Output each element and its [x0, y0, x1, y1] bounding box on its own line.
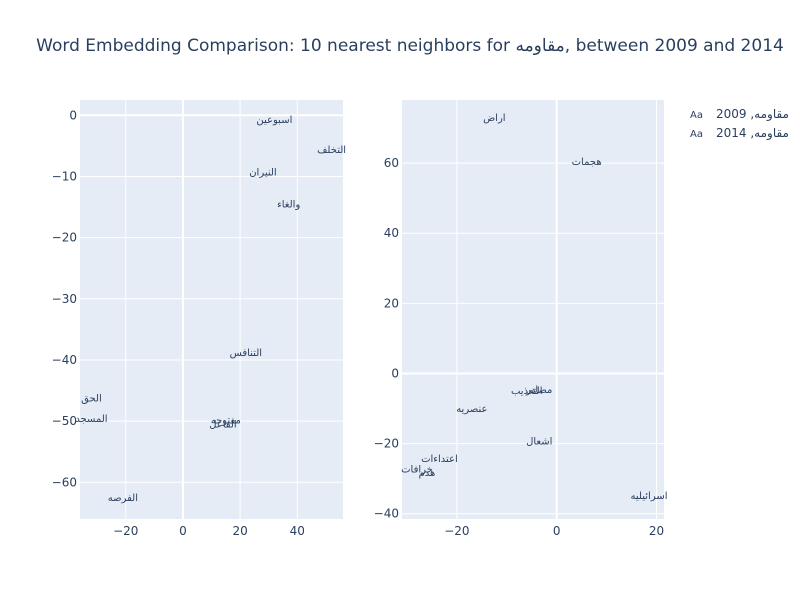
data-point-label: التخلف	[317, 145, 346, 156]
x-tick-label: 40	[290, 524, 305, 538]
data-point-label: مفتوحه	[211, 415, 241, 426]
x-tick-label: −20	[113, 524, 138, 538]
subplot-2014: −20 0 20 60 40 20 0 −20 −40 اراض هجمات مصادرالتعذي…	[374, 100, 668, 538]
x-tick-label: 0	[553, 524, 561, 538]
x-tick-label: 20	[649, 524, 664, 538]
legend-label-2014: مقاومه, 2014	[716, 126, 789, 141]
gridlines-2014	[402, 100, 664, 519]
data-point-label: والغاء	[277, 199, 300, 210]
y-tick-label: −10	[52, 169, 77, 183]
data-point-label: الحق	[81, 393, 102, 404]
x-tick-label: −20	[444, 524, 469, 538]
x-tick-label: 0	[179, 524, 187, 538]
y-tick-label: −50	[52, 414, 77, 428]
legend-item-2009[interactable]: Aa مقاومه, 2009	[690, 107, 789, 122]
y-tick-label: −60	[52, 475, 77, 489]
data-point-label: الفرصه	[108, 493, 138, 504]
y-tick-label: 0	[391, 366, 399, 380]
data-point-label: اسرائيليه	[631, 491, 668, 502]
points-2009: اسبوعين التخلف النيران والغاء التنافس الحق الم…	[75, 115, 346, 504]
y-tick-label: −40	[52, 353, 77, 367]
data-point-label: اسبوعين	[256, 115, 292, 126]
data-point-label: الفاعل	[209, 420, 236, 431]
legend-label-2009: مقاومه, 2009	[716, 107, 789, 122]
data-point-label: النيران	[249, 168, 277, 179]
y-tick-label: −20	[374, 437, 399, 451]
data-point-label: اعتداءات	[421, 454, 458, 465]
y-tick-label: 20	[384, 296, 399, 310]
data-point-label: خرافات	[401, 465, 433, 476]
plot-area-2009	[80, 100, 343, 519]
chart-title: Word Embedding Comparison: 10 nearest ne…	[36, 36, 784, 56]
data-point-label: هجمات	[572, 157, 602, 168]
legend-item-2014[interactable]: Aa مقاومه, 2014	[690, 126, 789, 141]
data-point-label: المسجد	[75, 414, 107, 425]
data-point-label: التعذيب	[511, 386, 543, 397]
data-point-label: هدم	[419, 468, 436, 479]
y-tick-label: 60	[384, 156, 399, 170]
y-tick-label: −30	[52, 292, 77, 306]
data-point-label: عنصريه	[456, 404, 487, 415]
y-tick-label: −20	[52, 231, 77, 245]
tick-labels-2009: −20 0 20 40 0 −10 −20 −30 −40 −50 −60	[52, 108, 305, 538]
data-point-label: اشعال	[526, 436, 552, 447]
subplot-2009: −20 0 20 40 0 −10 −20 −30 −40 −50 −60 اسبوعين التخل…	[52, 100, 346, 538]
plot-area-2014	[402, 100, 664, 519]
y-tick-label: 0	[69, 108, 77, 122]
legend: Aa مقاومه, 2009 Aa مقاومه, 2014	[690, 107, 789, 141]
tick-labels-2014: −20 0 20 60 40 20 0 −20 −40	[374, 156, 664, 538]
data-point-label: التنافس	[230, 348, 262, 359]
x-tick-label: 20	[232, 524, 247, 538]
data-point-label: اراض	[483, 113, 505, 124]
legend-glyph-2014: Aa	[690, 129, 703, 140]
data-point-label: مصادر	[525, 385, 552, 396]
y-tick-label: −40	[374, 507, 399, 521]
legend-glyph-2009: Aa	[690, 110, 703, 121]
y-tick-label: 40	[384, 226, 399, 240]
gridlines-2009	[80, 100, 343, 519]
